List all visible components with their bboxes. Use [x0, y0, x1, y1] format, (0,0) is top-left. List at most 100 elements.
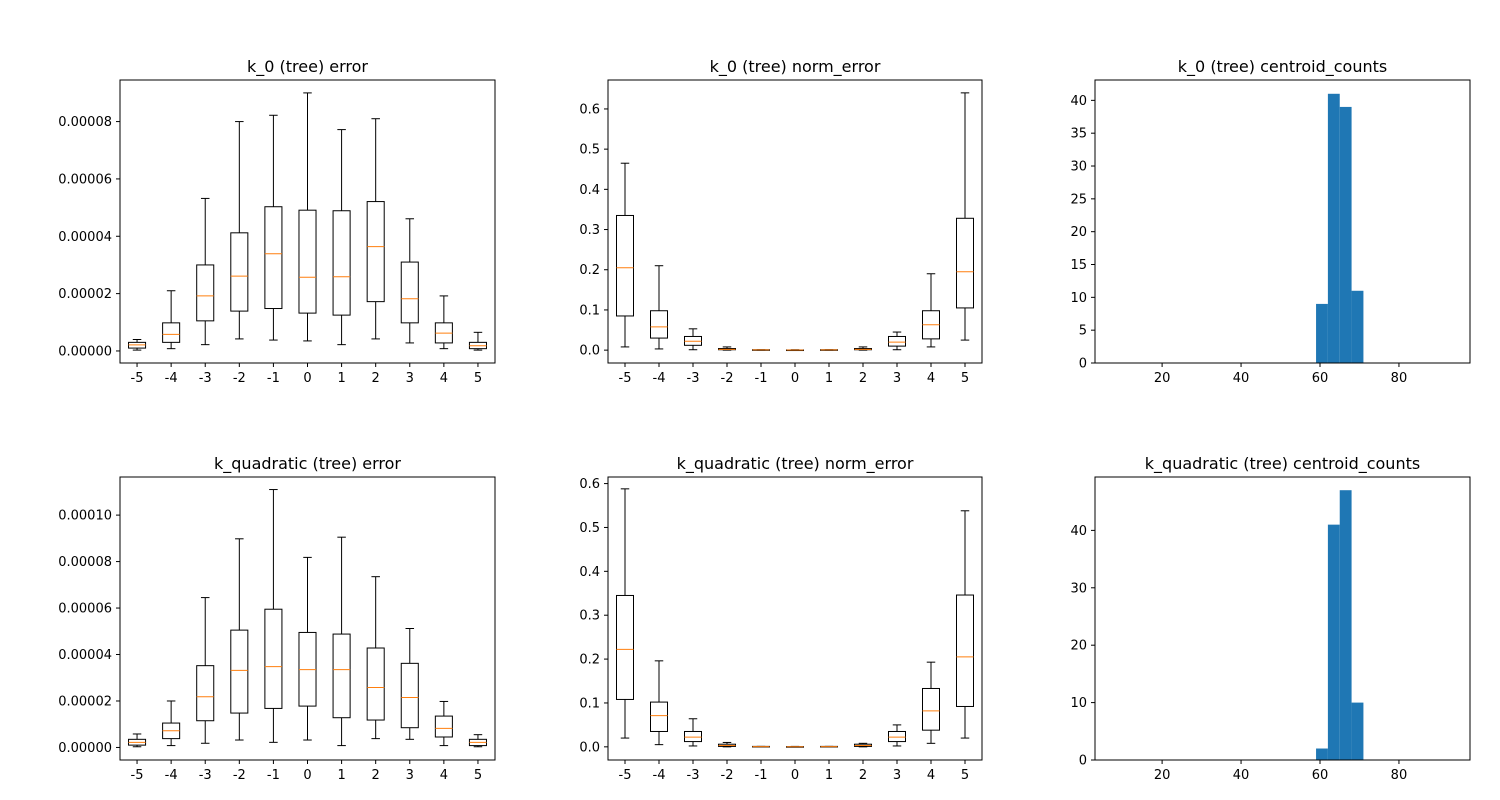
box-5: [468, 331, 487, 351]
x-tick-label: 60: [1312, 371, 1329, 386]
box-iqr: [332, 210, 351, 316]
y-tick-label: 0.5: [579, 143, 600, 158]
x-tick-label: -2: [721, 371, 734, 386]
box-0: [298, 92, 317, 342]
y-tick-label: 40: [1070, 524, 1087, 539]
y-tick-label: 15: [1070, 258, 1087, 273]
x-tick-label: 40: [1233, 371, 1250, 386]
x-tick-label: -4: [653, 371, 666, 386]
histogram-bar: [1339, 490, 1352, 760]
y-tick-label: 0.4: [579, 565, 600, 580]
box-iqr: [366, 647, 385, 721]
y-tick-label: 30: [1070, 160, 1087, 175]
x-tick-label: 5: [474, 768, 482, 783]
y-tick-label: 0: [1079, 754, 1087, 769]
y-tick-label: 0.1: [579, 696, 600, 711]
x-tick-label: 0: [303, 371, 311, 386]
subplot-title: k_quadratic (tree) centroid_counts: [1145, 454, 1420, 474]
box-0: [786, 745, 804, 748]
box-iqr: [400, 662, 419, 729]
box--4: [650, 265, 668, 350]
box-iqr: [434, 715, 453, 738]
x-tick-label: 2: [859, 768, 867, 783]
box-2: [854, 346, 872, 351]
histogram-bar: [1316, 748, 1328, 760]
y-tick-label: 0.00008: [58, 555, 112, 570]
y-tick-label: 0: [1079, 357, 1087, 372]
subplot-title: k_0 (tree) norm_error: [710, 57, 881, 77]
box-2: [366, 118, 385, 340]
y-tick-label: 40: [1070, 94, 1087, 109]
y-tick-label: 20: [1070, 225, 1087, 240]
y-tick-label: 25: [1070, 192, 1087, 207]
x-tick-label: -5: [619, 768, 632, 783]
box-5: [956, 510, 974, 739]
subplot-title: k_quadratic (tree) norm_error: [677, 454, 914, 474]
box-iqr: [298, 209, 317, 314]
box--3: [684, 718, 702, 747]
y-tick-label: 0.5: [579, 521, 600, 536]
x-tick-label: -5: [619, 371, 632, 386]
x-tick-label: -4: [653, 768, 666, 783]
y-tick-label: 0.00002: [58, 287, 112, 302]
box-iqr: [684, 730, 702, 743]
histogram-bar: [1351, 702, 1364, 760]
box-iqr: [196, 665, 215, 722]
box-4: [922, 661, 940, 744]
y-tick-label: 0.6: [579, 102, 600, 117]
y-tick-label: 0.3: [579, 609, 600, 624]
box-iqr: [922, 687, 940, 731]
box--2: [230, 121, 249, 340]
box--1: [264, 114, 283, 341]
box-1: [332, 536, 351, 747]
x-tick-label: -5: [131, 371, 144, 386]
box-3: [888, 724, 906, 747]
x-tick-label: 0: [791, 768, 799, 783]
x-tick-label: 20: [1154, 371, 1171, 386]
x-tick-label: -2: [233, 768, 246, 783]
x-tick-label: 5: [961, 768, 969, 783]
box-0: [786, 349, 804, 352]
x-tick-label: 80: [1391, 371, 1408, 386]
y-tick-label: 0.00000: [58, 344, 112, 359]
box--5: [616, 488, 634, 739]
x-tick-label: -1: [267, 768, 280, 783]
subplot-3: k_0 (tree) centroid_counts 20 40 60 80 0 5 10 15…: [1070, 57, 1471, 386]
box-iqr: [616, 214, 634, 317]
box-iqr: [230, 232, 249, 312]
axes-frame: [119, 79, 496, 364]
subplot-5: k_quadratic (tree) norm_error -5 -4 -3 -2 -1 0…: [579, 454, 983, 783]
box-iqr: [650, 701, 668, 732]
x-tick-label: 2: [372, 768, 380, 783]
box-4: [434, 295, 453, 350]
subplot-4: k_quadratic (tree) error -5 -4 -3 -2 -1 0 1 2 3 4 5…: [58, 454, 496, 783]
box-iqr: [366, 201, 385, 303]
subplot-title: k_quadratic (tree) error: [214, 454, 401, 474]
x-tick-label: -1: [755, 768, 768, 783]
subplot-title: k_0 (tree) error: [247, 57, 368, 77]
histogram-bar: [1327, 93, 1340, 363]
x-tick-label: 4: [927, 768, 935, 783]
box--3: [196, 597, 215, 744]
y-tick-label: 10: [1070, 696, 1087, 711]
x-tick-label: -2: [721, 768, 734, 783]
box-5: [956, 92, 974, 341]
y-tick-label: 0.2: [579, 653, 600, 668]
box--4: [162, 290, 181, 350]
y-tick-label: 10: [1070, 291, 1087, 306]
x-tick-label: -3: [199, 371, 212, 386]
x-tick-label: -3: [199, 768, 212, 783]
x-tick-label: 4: [440, 371, 448, 386]
y-tick-label: 0.0: [579, 344, 600, 359]
x-tick-label: 20: [1154, 768, 1171, 783]
box-iqr: [230, 629, 249, 714]
histogram-bar: [1351, 290, 1364, 363]
box--1: [264, 489, 283, 743]
x-tick-label: -4: [165, 371, 178, 386]
box-iqr: [196, 264, 215, 322]
x-tick-label: 40: [1233, 768, 1250, 783]
box-1: [332, 129, 351, 346]
axes-frame: [1094, 476, 1471, 761]
x-tick-label: 3: [893, 768, 901, 783]
